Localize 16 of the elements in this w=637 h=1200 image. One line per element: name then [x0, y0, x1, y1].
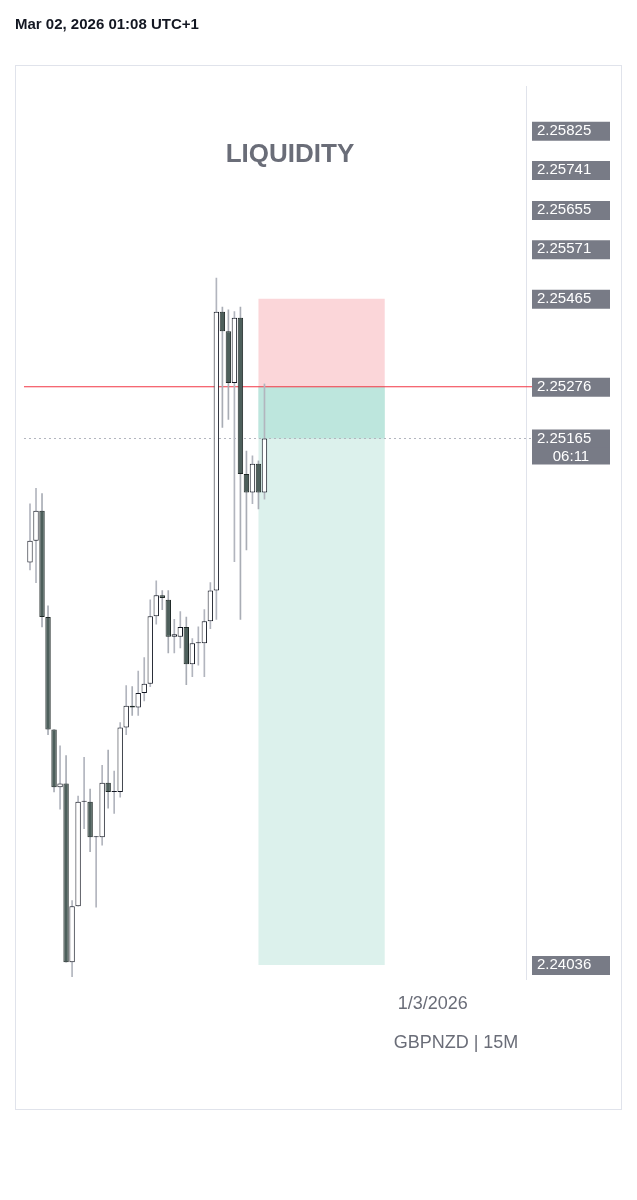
x-tick-label: 1/3/2026: [397, 993, 468, 1014]
text: 06:11: [552, 446, 590, 464]
y-tick-label: 2.25825: [537, 120, 592, 138]
y-tick-label: 2.25276: [537, 376, 592, 394]
candlestick: [105, 749, 111, 809]
candlestick: [171, 619, 177, 654]
y-tick-label: 2.25655: [537, 200, 592, 218]
text: LIQUIDITY: [224, 138, 356, 169]
text: Mar 02, 2026 01:08 UTC+1: [15, 14, 199, 34]
y-tick-label: 2.24036: [537, 955, 592, 973]
text: GBPNZD | 15M: [392, 1032, 520, 1053]
y-tick-label: 2.25571: [537, 239, 592, 257]
y-tick-label: 2.25165: [537, 428, 592, 446]
y-tick-label: 2.25741: [537, 160, 592, 178]
y-tick-label: 2.25465: [537, 288, 592, 306]
candlestick: [159, 590, 165, 610]
